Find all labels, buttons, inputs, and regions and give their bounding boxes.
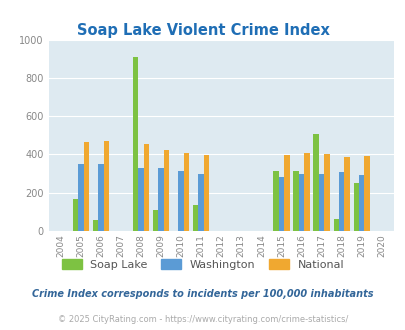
- Bar: [92, 220, 98, 231]
- Bar: [298, 174, 303, 231]
- Bar: [153, 210, 158, 231]
- Bar: [333, 218, 338, 231]
- Bar: [78, 164, 83, 231]
- Bar: [183, 153, 189, 231]
- Text: Crime Index corresponds to incidents per 100,000 inhabitants: Crime Index corresponds to incidents per…: [32, 289, 373, 299]
- Bar: [158, 168, 163, 231]
- Bar: [293, 171, 298, 231]
- Bar: [353, 183, 358, 231]
- Bar: [132, 57, 138, 231]
- Bar: [193, 205, 198, 231]
- Bar: [318, 174, 324, 231]
- Bar: [278, 178, 284, 231]
- Bar: [313, 134, 318, 231]
- Bar: [72, 199, 78, 231]
- Bar: [198, 174, 203, 231]
- Bar: [178, 171, 183, 231]
- Bar: [163, 150, 169, 231]
- Bar: [303, 153, 309, 231]
- Bar: [338, 172, 343, 231]
- Bar: [83, 142, 89, 231]
- Bar: [203, 155, 209, 231]
- Bar: [324, 154, 329, 231]
- Legend: Soap Lake, Washington, National: Soap Lake, Washington, National: [57, 255, 348, 274]
- Bar: [358, 175, 364, 231]
- Bar: [284, 155, 289, 231]
- Bar: [343, 157, 349, 231]
- Bar: [364, 156, 369, 231]
- Text: © 2025 CityRating.com - https://www.cityrating.com/crime-statistics/: © 2025 CityRating.com - https://www.city…: [58, 315, 347, 324]
- Bar: [103, 141, 109, 231]
- Bar: [273, 171, 278, 231]
- Bar: [138, 168, 143, 231]
- Text: Soap Lake Violent Crime Index: Soap Lake Violent Crime Index: [77, 23, 328, 38]
- Bar: [98, 164, 103, 231]
- Bar: [143, 144, 149, 231]
